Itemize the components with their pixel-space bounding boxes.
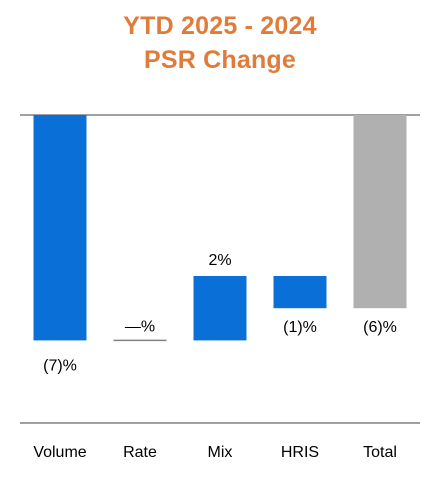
bar-total: [353, 115, 407, 309]
value-label-volume: (7)%: [43, 357, 77, 374]
bar-mix: [193, 276, 247, 341]
value-label-mix: 2%: [208, 252, 231, 269]
chart-title-line-2: PSR Change: [143, 46, 297, 74]
value-label-total: (6)%: [363, 319, 397, 336]
value-label-rate: —%: [125, 318, 155, 335]
chart-title-line-1: YTD 2025 - 2024: [123, 12, 317, 40]
category-label-rate: Rate: [123, 444, 157, 461]
value-label-hris: (1)%: [283, 319, 317, 336]
category-label-volume: Volume: [33, 444, 86, 461]
category-label-total: Total: [363, 444, 397, 461]
category-label-mix: Mix: [208, 444, 233, 461]
bar-volume: [33, 115, 87, 341]
category-label-hris: HRIS: [281, 444, 319, 461]
bar-hris: [273, 276, 327, 309]
